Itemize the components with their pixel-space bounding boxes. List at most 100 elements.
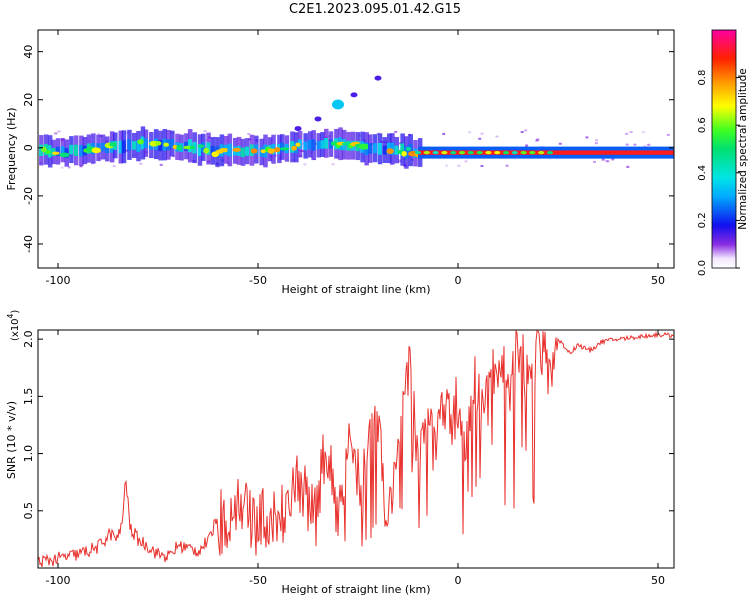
colorbar-ticks: 0.0 0.2 0.4 0.6 0.8 [697,70,740,276]
colorbar-tick-label: 0.4 [697,165,708,181]
snr-y-scale-prefix: (x10 [10,318,21,341]
spectral-peak [189,145,196,150]
snr-x-tick-label: -50 [249,574,267,587]
spectral-peak [137,139,145,145]
spectral-speck [125,131,129,134]
spectrogram-y-axis-label: Frequency (Hz) [5,108,18,191]
spectral-speck [595,139,599,142]
spectral-speck [558,142,562,145]
spectral-cell [210,145,215,156]
spectral-peak [511,151,518,155]
spectral-speck [203,130,207,133]
spectral-speck [112,165,116,168]
spectral-speck [641,131,645,134]
snr-y-tick-label: 1.0 [22,445,35,463]
spectral-speck [626,165,630,168]
spectral-speck [524,129,528,132]
spectrogram-x-tick-label: 0 [455,274,462,287]
spectral-speck [525,144,529,147]
spectral-cell [377,142,382,155]
spectral-speck [57,130,61,133]
spectral-peak [109,142,117,147]
spectral-speck [505,164,509,167]
spectral-cell [51,147,56,157]
snr-panel: -100 -50 0 50 0.5 1.0 1.5 2.0 Height of straigh… [5,310,675,596]
spectral-cell [240,147,245,158]
spectral-cell [394,145,399,155]
snr-y-tick-label: 1.5 [22,388,35,406]
spectrogram-x-axis-label: Height of straight line (km) [281,283,430,296]
spectral-cell [382,145,387,155]
spectral-cell [170,139,175,149]
colorbar-tick-label: 0.0 [697,260,708,276]
spectrogram-x-tick-label: -50 [249,274,267,287]
spectral-cell [328,139,333,149]
spectral-peak [485,151,492,155]
spectral-peak [476,151,483,155]
svg-text:(x104): (x104) [6,310,21,341]
spectral-speck [301,142,305,145]
spectral-peak [415,151,421,155]
spectral-peak [295,142,301,147]
spectral-speck [585,136,589,139]
spectral-speck [139,162,143,165]
spectral-peak [520,151,527,155]
spectral-peak [203,147,210,154]
spectral-speck [248,138,252,141]
spectral-cell [311,139,316,151]
colorbar-frame [711,29,737,269]
spectral-peak [232,147,242,152]
spectral-peak [279,147,290,151]
spectral-speck [79,165,83,168]
spectral-cell [372,143,377,154]
spectral-speck [398,160,402,163]
spectral-cell [316,141,321,150]
spectral-peak [386,148,394,155]
spectral-peak [197,144,205,148]
spectral-speck [480,132,484,135]
spectral-peak [291,145,297,151]
spectral-cell [143,138,148,149]
snr-y-axis-label: SNR (10 * v/v) [5,401,18,479]
snr-x-tick-label: 50 [651,574,665,587]
spectral-speck [611,158,615,161]
snr-x-axis-label: Height of straight line (km) [281,583,430,596]
spectral-cell [127,139,132,151]
spectrogram-x-tick-label: 50 [651,274,665,287]
spectral-cell [69,144,74,155]
spectral-peak [155,140,162,146]
figure-title: C2E1.2023.095.01.42.G15 [288,2,462,17]
snr-y-tick-label: 2.0 [22,330,35,348]
spectral-speck [520,131,524,134]
spectral-peak [51,151,60,155]
spectral-cell [324,137,329,149]
spectral-peak [91,147,101,154]
spectral-speck [535,139,539,142]
spectrogram-frame [37,29,675,269]
spectral-speck [478,137,482,140]
spectral-cell [206,142,211,155]
spectral-peak [494,151,501,155]
spectral-speck [601,158,605,161]
spectral-speck [633,143,637,146]
spectral-peak [273,147,281,153]
spectral-speck [303,163,307,166]
spectral-peak [267,148,276,154]
spectrogram-y-tick-label: -40 [22,235,35,253]
spectral-cell [320,140,325,149]
spectrogram-y-tick-label: 20 [22,93,35,107]
spectral-peak [405,147,412,151]
spectral-speck [625,143,629,146]
spectral-cell [55,146,60,156]
spectral-speck [457,164,461,167]
spectral-peak [59,152,70,158]
colorbar-tick-label: 0.6 [697,117,708,133]
spectral-cell [368,143,373,154]
spectral-speck [594,142,598,145]
spectral-speck [331,163,335,166]
spectral-speck [67,166,71,169]
spectral-peak [450,151,457,155]
spectral-cell [105,144,110,154]
spectral-cell [307,139,312,149]
